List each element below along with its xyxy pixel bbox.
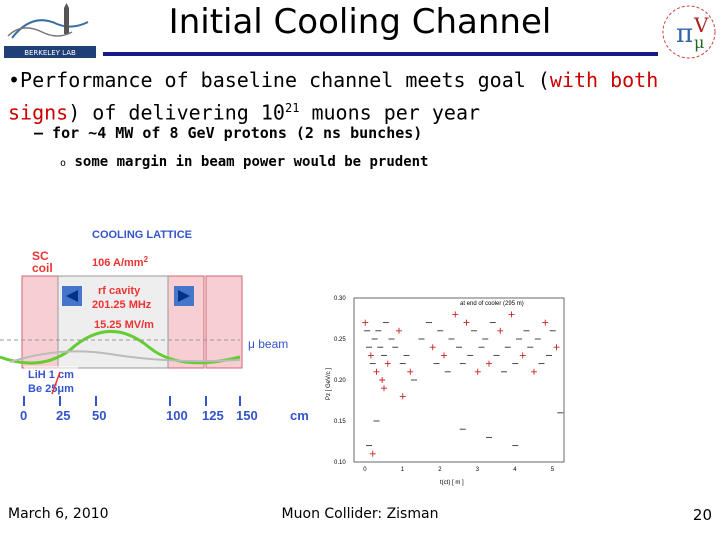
mu-beam-label: μ beam	[248, 337, 288, 351]
sub-bullet-2: o some margin in beam power would be pru…	[60, 154, 428, 170]
page-title: Initial Cooling Channel	[168, 2, 552, 42]
title-underline	[103, 52, 658, 56]
plot-frame	[353, 297, 565, 463]
data-point	[384, 360, 391, 367]
sub-bullet-2-text: some margin in beam power would be prude…	[74, 154, 429, 170]
data-point	[367, 352, 374, 359]
main-bullet: •Performance of baseline channel meets g…	[8, 66, 688, 127]
rf-cavity-label: rf cavity	[98, 285, 141, 297]
muon-collaboration-logo: π V μ	[662, 5, 716, 59]
rf-gradient-label: 15.25 MV/m	[94, 319, 154, 331]
bullet-text-part3: muons per year	[299, 100, 481, 125]
plot-ylabel: Pz [ GeV/c ]	[326, 368, 332, 400]
footer-date: March 6, 2010	[8, 506, 109, 522]
y-tick-label: 0.30	[334, 296, 346, 302]
plot-ticks: 0 1 2 3 4 5 0.10 0.15 0.20 0.25 0.30	[334, 296, 555, 473]
cooling-lattice-diagram: COOLING LATTICE SC coil 106 A/mm2 rf cav…	[0, 229, 309, 423]
x-tick-label: 2	[438, 467, 442, 473]
data-point	[474, 368, 481, 375]
data-point	[497, 327, 504, 334]
longitudinal-phase-space-plot: at end of cooler (295 m) t(ct) [ m ] Pz …	[326, 296, 565, 486]
data-point	[429, 344, 436, 351]
berkeley-lab-logo: BERKELEY LAB	[2, 2, 98, 60]
data-point	[399, 393, 406, 400]
data-point	[396, 327, 402, 334]
logo-v-letter: V	[693, 13, 709, 37]
y-tick-label: 0.25	[334, 337, 346, 343]
plot-title: at end of cooler (295 m)	[460, 301, 524, 307]
data-point	[369, 450, 376, 457]
logo-mu-letter: μ	[694, 33, 704, 52]
data-point	[362, 319, 369, 326]
bullet-text-part2: ) of delivering 10	[68, 100, 285, 125]
ruler-tick-label: 50	[92, 408, 106, 423]
data-point	[381, 385, 387, 392]
x-tick-label: 3	[476, 467, 480, 473]
data-point	[407, 368, 414, 375]
sc-coil-label-2: coil	[32, 261, 53, 275]
logo-pi-symbol: π	[676, 19, 693, 49]
sc-coil-far-right	[205, 275, 243, 369]
x-tick-label: 1	[401, 467, 405, 473]
plot-xlabel: t(ct) [ m ]	[440, 480, 464, 486]
bullet-exponent: 21	[284, 101, 300, 115]
data-point	[508, 311, 515, 318]
ruler-tick-label: 125	[202, 408, 224, 423]
bullet-text-red: with both signs	[8, 68, 659, 125]
ruler-tick-label: 150	[236, 408, 258, 423]
sc-coil-label-1: SC	[32, 249, 49, 263]
sub-bullet-1: — for ~4 MW of 8 GeV protons (2 ns bunch…	[34, 124, 423, 142]
current-density-label: 106 A/mm2	[92, 255, 149, 270]
ruler-tick-label: 25	[56, 408, 70, 423]
y-tick-label: 0.10	[334, 460, 346, 466]
lattice-title: COOLING LATTICE	[92, 229, 192, 241]
y-tick-label: 0.20	[334, 378, 346, 384]
data-point	[441, 352, 447, 359]
bullet-dot: •	[8, 68, 21, 92]
footer-title: Muon Collider: Zisman	[281, 506, 439, 522]
length-ruler: 0 25 50 100 125 150 cm	[20, 396, 309, 423]
page-number: 20	[692, 506, 712, 524]
plot-points	[362, 311, 564, 457]
rf-field-wave	[0, 330, 241, 365]
ruler-tick-label: 100	[166, 408, 188, 423]
data-point	[373, 368, 380, 375]
ruler-tick-label: 0	[20, 408, 27, 423]
ruler-tick-label: cm	[290, 408, 309, 423]
x-tick-label: 5	[551, 467, 555, 473]
data-point	[519, 352, 526, 359]
data-point	[542, 319, 549, 326]
data-point	[531, 368, 537, 375]
be-window-label: Be 25μm	[28, 383, 74, 395]
beam-envelope	[9, 350, 241, 363]
x-tick-label: 0	[363, 467, 367, 473]
x-tick-label: 4	[513, 467, 517, 473]
rf-frequency-label: 201.25 MHz	[92, 299, 152, 311]
y-tick-label: 0.15	[334, 419, 346, 425]
data-point	[486, 360, 492, 367]
sub-bullet-2-marker: o	[60, 158, 67, 169]
bullet-text-part1: Performance of baseline channel meets go…	[20, 68, 550, 92]
data-point	[452, 311, 459, 318]
lih-absorber-label: LiH 1 cm	[28, 369, 74, 381]
berkeley-lab-caption: BERKELEY LAB	[24, 49, 76, 57]
data-point	[379, 377, 386, 383]
data-point	[463, 319, 470, 326]
data-point	[553, 344, 560, 351]
